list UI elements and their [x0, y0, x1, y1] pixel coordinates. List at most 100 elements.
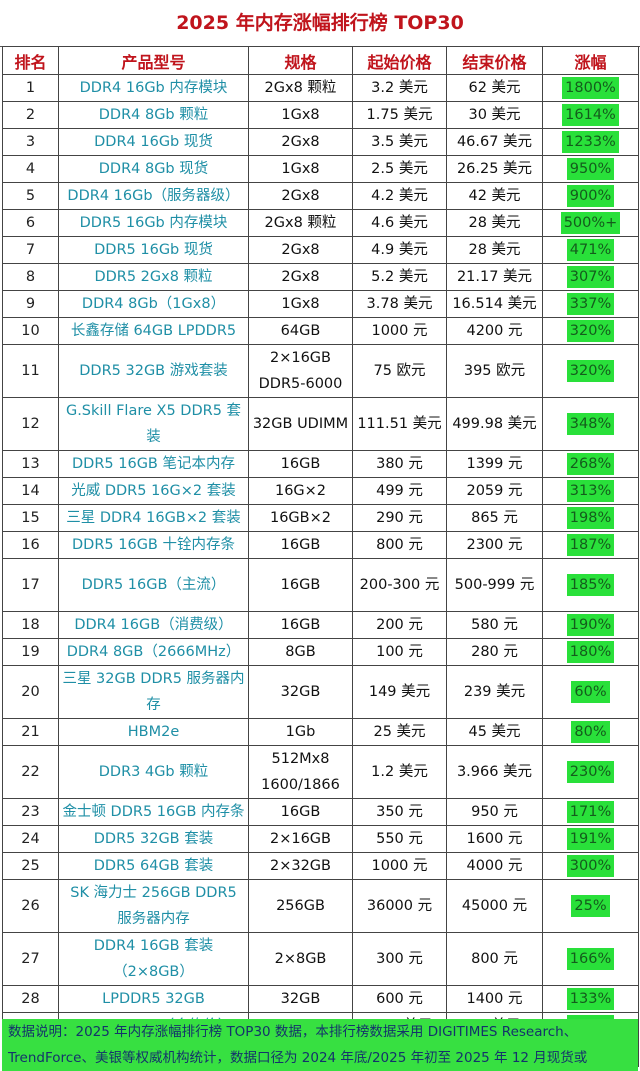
end-price-cell: 42 美元 [446, 182, 543, 210]
start-price-cell: 25 美元 [352, 718, 447, 746]
spec-cell: 1Gx8 [248, 101, 353, 129]
start-price-cell: 380 元 [352, 450, 447, 478]
table-row: 14 光威 DDR5 16G×2 套装 16G×2 499 元 2059 元 313% [2, 477, 639, 505]
rank-cell: 4 [2, 155, 59, 183]
increase-badge: 187% [566, 534, 615, 556]
start-price-cell: 4.2 美元 [352, 182, 447, 210]
increase-badge: 307% [566, 266, 615, 288]
table-row: 18 DDR4 16GB（消费级） 16GB 200 元 580 元 190% [2, 611, 639, 639]
increase-badge: 180% [566, 641, 615, 663]
table-row: 5 DDR4 16Gb（服务器级） 2Gx8 4.2 美元 42 美元 900% [2, 182, 639, 210]
rank-cell: 5 [2, 182, 59, 210]
increase-cell: 268% [542, 450, 639, 478]
start-price-cell: 800 元 [352, 531, 447, 559]
increase-cell: 1233% [542, 128, 639, 156]
increase-badge: 185% [566, 574, 615, 596]
product-cell: DDR5 32GB 游戏套装 [58, 344, 249, 398]
end-price-cell: 21.17 美元 [446, 263, 543, 291]
increase-cell: 60% [542, 665, 639, 719]
table-row: 8 DDR5 2Gx8 颗粒 2Gx8 5.2 美元 21.17 美元 307% [2, 263, 639, 291]
product-cell: LPDDR5 32GB [58, 985, 249, 1013]
end-price-cell: 28 美元 [446, 236, 543, 264]
start-price-cell: 36000 元 [352, 879, 447, 933]
product-cell: DDR5 16GB（主流） [58, 558, 249, 612]
end-price-cell: 1600 元 [446, 825, 543, 853]
rank-cell: 27 [2, 932, 59, 986]
increase-badge: 60% [571, 681, 610, 703]
start-price-cell: 200-300 元 [352, 558, 447, 612]
end-price-cell: 2300 元 [446, 531, 543, 559]
spec-cell: 2Gx8 [248, 236, 353, 264]
rank-cell: 22 [2, 745, 59, 799]
increase-badge: 80% [571, 721, 610, 743]
increase-cell: 471% [542, 236, 639, 264]
table-row: 24 DDR5 32GB 套装 2×16GB 550 元 1600 元 191% [2, 825, 639, 853]
increase-cell: 166% [542, 932, 639, 986]
table-row: 17 DDR5 16GB（主流） 16GB 200-300 元 500-999 元 185… [2, 558, 639, 612]
increase-cell: 500%+ [542, 209, 639, 237]
increase-cell: 230% [542, 745, 639, 799]
increase-badge: 337% [566, 293, 615, 315]
spec-cell: 2×16GB [248, 825, 353, 853]
increase-cell: 133% [542, 985, 639, 1013]
table-row: 6 DDR5 16Gb 内存模块 2Gx8 颗粒 4.6 美元 28 美元 500%+ [2, 209, 639, 237]
start-price-cell: 1000 元 [352, 852, 447, 880]
page-title: 2025 年内存涨幅排行榜 TOP30 [0, 0, 640, 47]
spec-cell: 2Gx8 [248, 128, 353, 156]
increase-badge: 166% [566, 948, 615, 970]
end-price-cell: 950 元 [446, 798, 543, 826]
increase-cell: 320% [542, 317, 639, 345]
increase-cell: 180% [542, 638, 639, 666]
product-cell: DDR4 16Gb 内存模块 [58, 74, 249, 102]
product-cell: DDR4 16GB 套装（2×8GB） [58, 932, 249, 986]
spec-cell: 1Gx8 [248, 290, 353, 318]
increase-badge: 190% [566, 614, 615, 636]
rank-cell: 1 [2, 74, 59, 102]
end-price-cell: 62 美元 [446, 74, 543, 102]
data-note: 数据说明：2025 年内存涨幅排行榜 TOP30 数据，本排行榜数据采用 DIG… [2, 1019, 638, 1071]
rank-cell: 2 [2, 101, 59, 129]
rank-cell: 18 [2, 611, 59, 639]
table-row: 16 DDR5 16GB 十铨内存条 16GB 800 元 2300 元 187% [2, 531, 639, 559]
spec-cell: 2×16GB DDR5-6000 [248, 344, 353, 398]
increase-badge: 300% [566, 855, 615, 877]
rank-cell: 13 [2, 450, 59, 478]
product-cell: DDR4 8GB（2666MHz） [58, 638, 249, 666]
end-price-cell: 46.67 美元 [446, 128, 543, 156]
rank-cell: 14 [2, 477, 59, 505]
increase-badge: 1800% [562, 77, 619, 99]
increase-cell: 950% [542, 155, 639, 183]
product-cell: DDR3 4Gb 颗粒 [58, 745, 249, 799]
start-price-cell: 3.2 美元 [352, 74, 447, 102]
spec-cell: 16GB [248, 611, 353, 639]
increase-cell: 300% [542, 852, 639, 880]
end-price-cell: 280 元 [446, 638, 543, 666]
rank-cell: 16 [2, 531, 59, 559]
end-price-cell: 800 元 [446, 932, 543, 986]
increase-badge: 268% [566, 453, 615, 475]
increase-cell: 348% [542, 397, 639, 451]
table-row: 28 LPDDR5 32GB 32GB 600 元 1400 元 133% [2, 985, 639, 1013]
table-row: 23 金士顿 DDR5 16GB 内存条 16GB 350 元 950 元 171% [2, 798, 639, 826]
table-row: 22 DDR3 4Gb 颗粒 512Mx8 1600/1866 1.2 美元 3.966… [2, 745, 639, 799]
product-cell: DDR5 32GB 套装 [58, 825, 249, 853]
rank-cell: 6 [2, 209, 59, 237]
start-price-cell: 4.9 美元 [352, 236, 447, 264]
product-cell: DDR5 16Gb 内存模块 [58, 209, 249, 237]
ranking-table: 排名 产品型号 规格 起始价格 结束价格 涨幅 1 DDR4 16Gb 内存模块 2… [2, 46, 639, 1067]
increase-cell: 198% [542, 504, 639, 532]
start-price-cell: 200 元 [352, 611, 447, 639]
end-price-cell: 580 元 [446, 611, 543, 639]
end-price-cell: 395 欧元 [446, 344, 543, 398]
product-cell: DDR5 64GB 套装 [58, 852, 249, 880]
end-price-cell: 4000 元 [446, 852, 543, 880]
spec-cell: 256GB [248, 879, 353, 933]
end-price-cell: 45 美元 [446, 718, 543, 746]
header-start-price: 起始价格 [352, 46, 447, 75]
start-price-cell: 600 元 [352, 985, 447, 1013]
table-row: 4 DDR4 8Gb 现货 1Gx8 2.5 美元 26.25 美元 950% [2, 155, 639, 183]
increase-cell: 191% [542, 825, 639, 853]
rank-cell: 24 [2, 825, 59, 853]
table-header-row: 排名 产品型号 规格 起始价格 结束价格 涨幅 [2, 46, 639, 75]
